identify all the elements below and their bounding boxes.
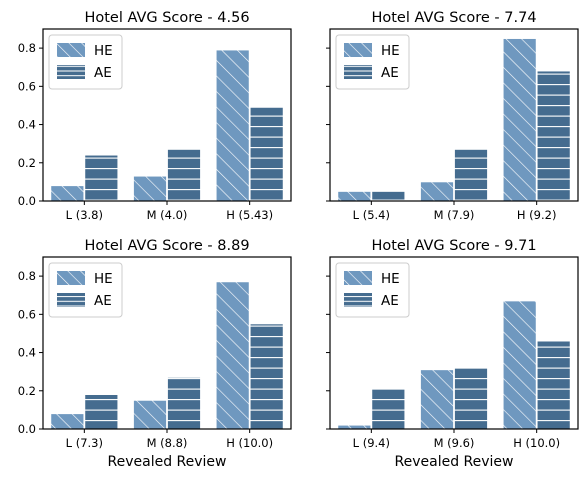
bar-ae bbox=[371, 191, 406, 202]
x-tick-label: L (5.4) bbox=[353, 208, 390, 222]
legend-swatch-he bbox=[344, 271, 372, 285]
y-tick-label: 0.2 bbox=[18, 156, 36, 170]
x-tick-label: M (8.8) bbox=[147, 436, 188, 450]
x-tick-label: M (4.0) bbox=[147, 208, 188, 222]
legend-swatch-ae bbox=[344, 65, 372, 79]
x-tick-label: L (7.3) bbox=[66, 436, 103, 450]
chart-panel: Hotel AVG Score - 7.74 L (5.4) M (7.9) H (9… bbox=[326, 10, 579, 222]
axes-frame bbox=[42, 28, 292, 202]
bar-ae bbox=[454, 367, 488, 430]
chart-title: Hotel AVG Score - 8.89 bbox=[84, 238, 249, 254]
bar-he bbox=[502, 300, 537, 430]
y-tick-label: 0.4 bbox=[18, 118, 36, 132]
axes-frame bbox=[42, 256, 292, 430]
bar-he bbox=[502, 38, 537, 202]
x-tick-label: H (5.43) bbox=[226, 208, 273, 222]
bar-he bbox=[215, 281, 250, 430]
legend-label-ae: AE bbox=[94, 293, 112, 309]
legend-label-he: HE bbox=[94, 271, 113, 287]
bar-ae bbox=[84, 394, 119, 430]
bar-ae bbox=[371, 388, 406, 430]
bar-ae bbox=[249, 106, 284, 202]
y-tick-label: 0.4 bbox=[18, 346, 36, 360]
legend-label-he: HE bbox=[94, 43, 113, 59]
bar-ae bbox=[84, 154, 119, 202]
bar-he bbox=[420, 181, 454, 202]
chart-title: Hotel AVG Score - 4.56 bbox=[84, 10, 249, 26]
x-tick-label: H (10.0) bbox=[226, 436, 273, 450]
bar-ae bbox=[454, 148, 488, 202]
axes-frame bbox=[329, 28, 579, 202]
legend-label-ae: AE bbox=[381, 65, 399, 81]
y-tick-label: 0.6 bbox=[18, 307, 36, 321]
legend-label-ae: AE bbox=[381, 293, 399, 309]
bar-ae bbox=[249, 323, 284, 430]
bar-he bbox=[50, 185, 85, 202]
chart-title: Hotel AVG Score - 9.71 bbox=[371, 238, 536, 254]
x-tick-label: L (9.4) bbox=[353, 436, 390, 450]
x-axis-label: Revealed Review bbox=[108, 454, 227, 470]
chart-panel: Hotel AVG Score - 9.71 L (9.4) M (9.6) H (1… bbox=[326, 238, 579, 470]
legend-swatch-he bbox=[57, 43, 85, 57]
legend-label-ae: AE bbox=[94, 65, 112, 81]
bar-he bbox=[337, 191, 372, 202]
bar-he bbox=[133, 175, 167, 202]
y-tick-label: 0.0 bbox=[18, 422, 36, 436]
legend-swatch-ae bbox=[57, 65, 85, 79]
x-tick-label: L (3.8) bbox=[66, 208, 103, 222]
bar-he bbox=[50, 413, 85, 430]
legend-swatch-ae bbox=[57, 293, 85, 307]
x-tick-label: H (10.0) bbox=[513, 436, 560, 450]
y-tick-label: 0.6 bbox=[18, 79, 36, 93]
bar-he bbox=[215, 49, 250, 202]
bar-ae bbox=[167, 148, 201, 202]
x-tick-label: M (9.6) bbox=[434, 436, 475, 450]
bar-he bbox=[420, 369, 454, 430]
chart-panel: Hotel AVG Score - 8.89 L (7.3) M (8.8) H (1… bbox=[18, 238, 292, 470]
y-tick-label: 0.8 bbox=[18, 269, 36, 283]
x-tick-label: H (9.2) bbox=[517, 208, 557, 222]
bar-ae bbox=[167, 376, 201, 430]
y-tick-label: 0.8 bbox=[18, 41, 36, 55]
x-axis-label: Revealed Review bbox=[395, 454, 514, 470]
y-tick-label: 0.0 bbox=[18, 194, 36, 208]
legend-swatch-he bbox=[344, 43, 372, 57]
legend-label-he: HE bbox=[381, 271, 400, 287]
legend-swatch-ae bbox=[344, 293, 372, 307]
legend-swatch-he bbox=[57, 271, 85, 285]
legend-label-he: HE bbox=[381, 43, 400, 59]
bar-ae bbox=[536, 70, 571, 202]
chart-panel: Hotel AVG Score - 4.56 L (3.8) M (4.0) H (5… bbox=[18, 10, 292, 222]
chart-title: Hotel AVG Score - 7.74 bbox=[371, 10, 536, 26]
axes-frame bbox=[329, 256, 579, 430]
y-tick-label: 0.2 bbox=[18, 384, 36, 398]
x-tick-label: M (7.9) bbox=[434, 208, 475, 222]
bar-he bbox=[133, 399, 167, 430]
bar-ae bbox=[536, 340, 571, 430]
